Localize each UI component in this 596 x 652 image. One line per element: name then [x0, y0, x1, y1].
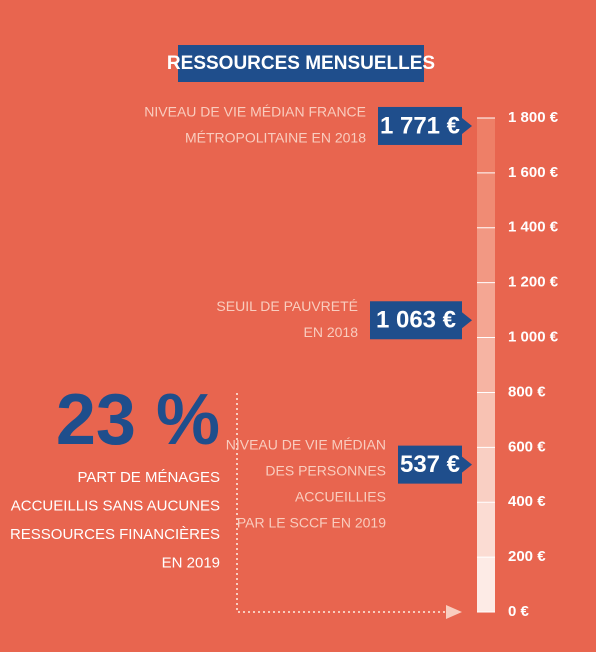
scale-segment: [477, 337, 495, 393]
callout-figure: 23 %: [56, 380, 220, 460]
scale-segment: [477, 557, 495, 612]
arrow-head: [446, 605, 462, 619]
marker-caption: EN 2018: [304, 324, 359, 340]
marker-caption: PAR LE SCCF EN 2019: [237, 514, 386, 530]
tick-label: 600 €: [508, 438, 546, 455]
tick-label: 400 €: [508, 493, 546, 510]
callout-text: PART DE MÉNAGES: [77, 469, 220, 486]
marker-box: [398, 445, 462, 484]
scale-segment: [477, 118, 495, 173]
tick-label: 1 600 €: [508, 164, 559, 181]
marker-box: [378, 106, 462, 145]
marker-label: 1 771 €: [380, 112, 460, 139]
dotted-arrow: [236, 393, 450, 613]
marker-caption: SEUIL DE PAUVRETÉ: [216, 298, 358, 314]
marker-label: 537 €: [400, 451, 460, 478]
scale-segment: [477, 392, 495, 448]
callout-text: RESSOURCES FINANCIÈRES: [10, 526, 220, 543]
tick-label: 200 €: [508, 548, 546, 565]
tick-label: 0 €: [508, 603, 530, 620]
marker-pointer: [462, 312, 472, 329]
scale-segment: [477, 282, 495, 338]
title: RESSOURCES MENSUELLES: [167, 53, 435, 74]
tick-label: 1 400 €: [508, 219, 559, 236]
title-box: [178, 45, 424, 82]
marker-caption: NIVEAU DE VIE MÉDIAN FRANCE: [144, 104, 366, 120]
callout-text: EN 2019: [162, 554, 220, 571]
tick-label: 1 800 €: [508, 109, 559, 126]
marker-caption: ACCUEILLIES: [295, 488, 386, 504]
marker-label: 1 063 €: [376, 307, 456, 334]
marker-caption: NIVEAU DE VIE MÉDIAN: [226, 436, 386, 452]
scale-segment: [477, 227, 495, 283]
tick-label: 1 000 €: [508, 329, 559, 346]
scale-segment: [477, 447, 495, 503]
marker-box: [370, 301, 462, 340]
marker-caption: DES PERSONNES: [265, 462, 386, 478]
scale-segment: [477, 172, 495, 228]
tick-label: 1 200 €: [508, 274, 559, 291]
marker-pointer: [462, 456, 472, 473]
callout-text: ACCUEILLIS SANS AUCUNES: [11, 497, 220, 514]
scale-segment: [477, 502, 495, 558]
tick-label: 800 €: [508, 383, 546, 400]
marker-pointer: [462, 117, 472, 134]
marker-caption: MÉTROPOLITAINE EN 2018: [185, 130, 366, 146]
